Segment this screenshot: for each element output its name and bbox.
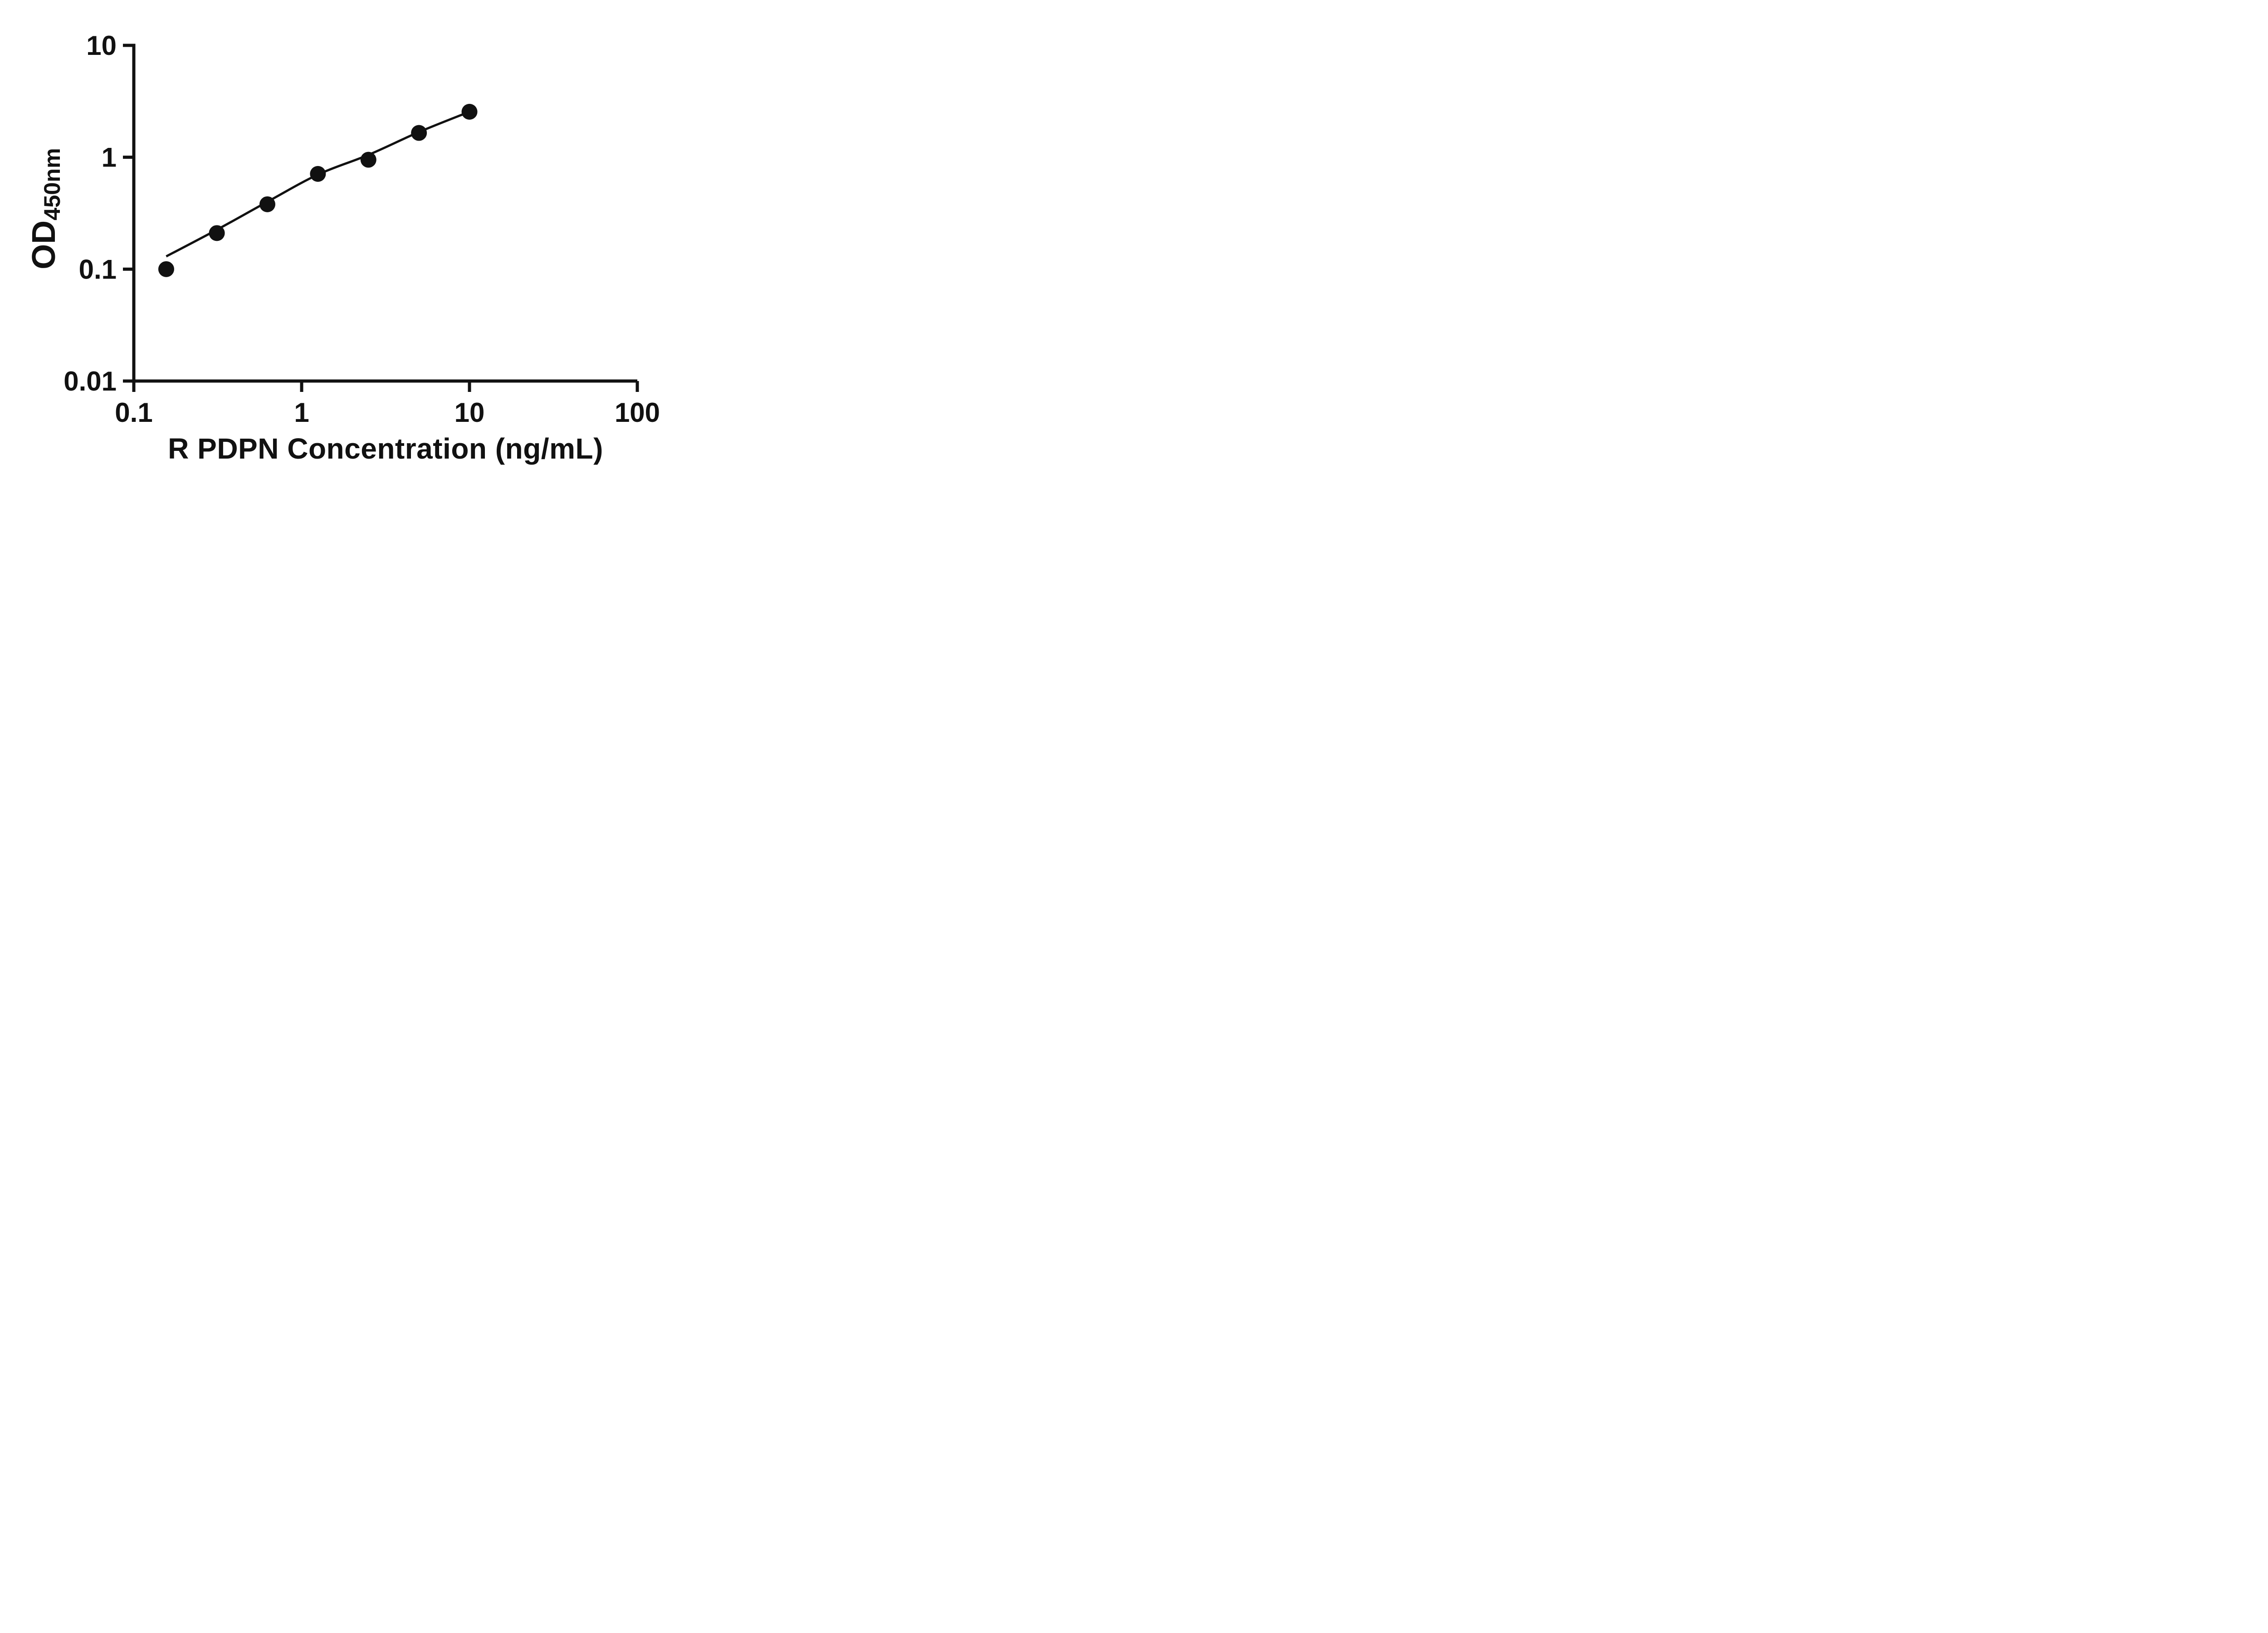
- data-point: [158, 261, 174, 277]
- y-axis-title-sub: 450nm: [39, 148, 65, 220]
- data-point: [209, 225, 225, 241]
- data-point: [461, 103, 478, 120]
- x-tick-label: 10: [455, 397, 485, 428]
- y-axis-title-main: OD: [25, 220, 62, 269]
- x-tick-label: 1: [294, 397, 309, 428]
- data-point: [310, 166, 326, 182]
- x-axis-title: R PDPN Concentration (ng/mL): [168, 432, 603, 465]
- y-tick-label: 1: [102, 142, 117, 173]
- data-point: [360, 152, 376, 168]
- x-tick-label: 0.1: [115, 397, 152, 428]
- y-tick-label: 0.01: [64, 366, 117, 396]
- x-tick-label: 100: [615, 397, 660, 428]
- data-point: [259, 196, 275, 212]
- data-point: [411, 125, 427, 141]
- y-axis-title: OD450nm: [25, 148, 65, 269]
- y-tick-label: 10: [86, 30, 117, 61]
- standard-curve-chart: 0.1 1 10 100 0.01 0.1 1 10 OD450nm R PDPN Conce…: [0, 0, 701, 492]
- y-tick-label: 0.1: [79, 254, 117, 284]
